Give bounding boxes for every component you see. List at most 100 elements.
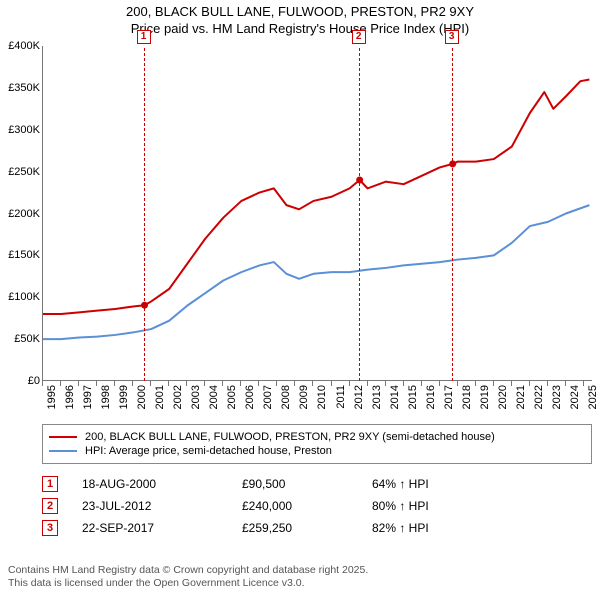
annotation-price: £90,500 <box>242 477 372 491</box>
marker-line <box>452 48 453 381</box>
x-tick-label: 2002 <box>172 385 184 409</box>
x-tick-label: 2015 <box>407 385 419 409</box>
x-tick-mark <box>96 381 97 386</box>
x-tick-mark <box>385 381 386 386</box>
x-tick-label: 2005 <box>226 385 238 409</box>
y-tick-label: £200K <box>0 208 40 220</box>
x-tick-mark <box>294 381 295 386</box>
x-tick-mark <box>529 381 530 386</box>
x-tick-label: 2004 <box>208 385 220 409</box>
legend-label: HPI: Average price, semi-detached house,… <box>85 445 332 457</box>
y-tick-label: £100K <box>0 291 40 303</box>
annotation-delta: 80% ↑ HPI <box>372 499 492 513</box>
x-tick-mark <box>258 381 259 386</box>
annotation-date: 22-SEP-2017 <box>82 521 242 535</box>
y-tick-label: £50K <box>0 333 40 345</box>
title-line-2: Price paid vs. HM Land Registry's House … <box>131 21 469 36</box>
x-tick-label: 2003 <box>190 385 202 409</box>
annotation-price: £259,250 <box>242 521 372 535</box>
x-tick-mark <box>132 381 133 386</box>
x-tick-label: 1996 <box>64 385 76 409</box>
x-tick-label: 1995 <box>46 385 58 409</box>
x-tick-label: 1999 <box>118 385 130 409</box>
x-tick-label: 1997 <box>82 385 94 409</box>
x-tick-mark <box>312 381 313 386</box>
x-tick-mark <box>60 381 61 386</box>
annotation-date: 23-JUL-2012 <box>82 499 242 513</box>
annotation-badge: 3 <box>42 520 58 536</box>
footer-attribution: Contains HM Land Registry data © Crown c… <box>8 564 592 590</box>
x-tick-label: 1998 <box>100 385 112 409</box>
x-tick-mark <box>493 381 494 386</box>
x-tick-mark <box>276 381 277 386</box>
x-tick-mark <box>42 381 43 386</box>
chart-title: 200, BLACK BULL LANE, FULWOOD, PRESTON, … <box>0 4 600 38</box>
x-tick-mark <box>421 381 422 386</box>
x-tick-label: 2014 <box>389 385 401 409</box>
legend-item: HPI: Average price, semi-detached house,… <box>49 445 585 457</box>
chart-plot-area <box>42 46 592 381</box>
x-tick-mark <box>511 381 512 386</box>
annotation-date: 18-AUG-2000 <box>82 477 242 491</box>
chart-container: { "title": { "line1": "200, BLACK BULL L… <box>0 4 600 594</box>
x-tick-mark <box>475 381 476 386</box>
x-tick-mark <box>186 381 187 386</box>
x-tick-label: 2017 <box>443 385 455 409</box>
data-point-dot <box>141 302 148 309</box>
data-point-dot <box>356 177 363 184</box>
marker-line <box>359 48 360 381</box>
x-tick-mark <box>565 381 566 386</box>
x-tick-label: 2016 <box>425 385 437 409</box>
x-tick-label: 2019 <box>479 385 491 409</box>
series-price_paid <box>43 80 589 315</box>
y-tick-label: £300K <box>0 124 40 136</box>
y-tick-label: £150K <box>0 249 40 261</box>
y-tick-label: £350K <box>0 82 40 94</box>
x-tick-label: 2023 <box>551 385 563 409</box>
x-tick-mark <box>150 381 151 386</box>
x-tick-label: 2025 <box>587 385 599 409</box>
y-tick-label: £400K <box>0 40 40 52</box>
series-hpi <box>43 205 589 339</box>
marker-badge: 2 <box>352 30 366 44</box>
annotation-delta: 82% ↑ HPI <box>372 521 492 535</box>
annotation-delta: 64% ↑ HPI <box>372 477 492 491</box>
x-tick-mark <box>331 381 332 386</box>
x-tick-label: 2011 <box>335 385 347 409</box>
y-tick-label: £0 <box>0 375 40 387</box>
annotation-row: 223-JUL-2012£240,00080% ↑ HPI <box>42 498 592 514</box>
marker-line <box>144 48 145 381</box>
x-tick-label: 2007 <box>262 385 274 409</box>
x-tick-label: 2008 <box>280 385 292 409</box>
x-tick-mark <box>78 381 79 386</box>
annotation-price: £240,000 <box>242 499 372 513</box>
x-tick-label: 2000 <box>136 385 148 409</box>
legend: 200, BLACK BULL LANE, FULWOOD, PRESTON, … <box>42 424 592 464</box>
annotation-badge: 1 <box>42 476 58 492</box>
annotation-table: 1 18-AUG-2000£90,50064% ↑ HPI 223-JUL-2012… <box>42 470 592 542</box>
footer-line-2: This data is licensed under the Open Gov… <box>8 577 305 589</box>
x-tick-mark <box>439 381 440 386</box>
x-tick-label: 2006 <box>244 385 256 409</box>
annotation-row: 1 18-AUG-2000£90,50064% ↑ HPI <box>42 476 592 492</box>
chart-svg <box>43 46 593 381</box>
x-tick-label: 2020 <box>497 385 509 409</box>
x-tick-mark <box>367 381 368 386</box>
footer-line-1: Contains HM Land Registry data © Crown c… <box>8 564 368 576</box>
x-tick-mark <box>204 381 205 386</box>
x-tick-mark <box>114 381 115 386</box>
legend-label: 200, BLACK BULL LANE, FULWOOD, PRESTON, … <box>85 431 495 443</box>
x-tick-label: 2024 <box>569 385 581 409</box>
x-tick-mark <box>168 381 169 386</box>
legend-swatch <box>49 436 77 438</box>
x-tick-label: 2001 <box>154 385 166 409</box>
marker-badge: 1 <box>137 30 151 44</box>
title-line-1: 200, BLACK BULL LANE, FULWOOD, PRESTON, … <box>126 4 474 19</box>
x-tick-mark <box>240 381 241 386</box>
y-tick-label: £250K <box>0 166 40 178</box>
x-tick-label: 2018 <box>461 385 473 409</box>
x-tick-label: 2012 <box>353 385 365 409</box>
x-tick-mark <box>349 381 350 386</box>
x-tick-mark <box>583 381 584 386</box>
data-point-dot <box>449 160 456 167</box>
